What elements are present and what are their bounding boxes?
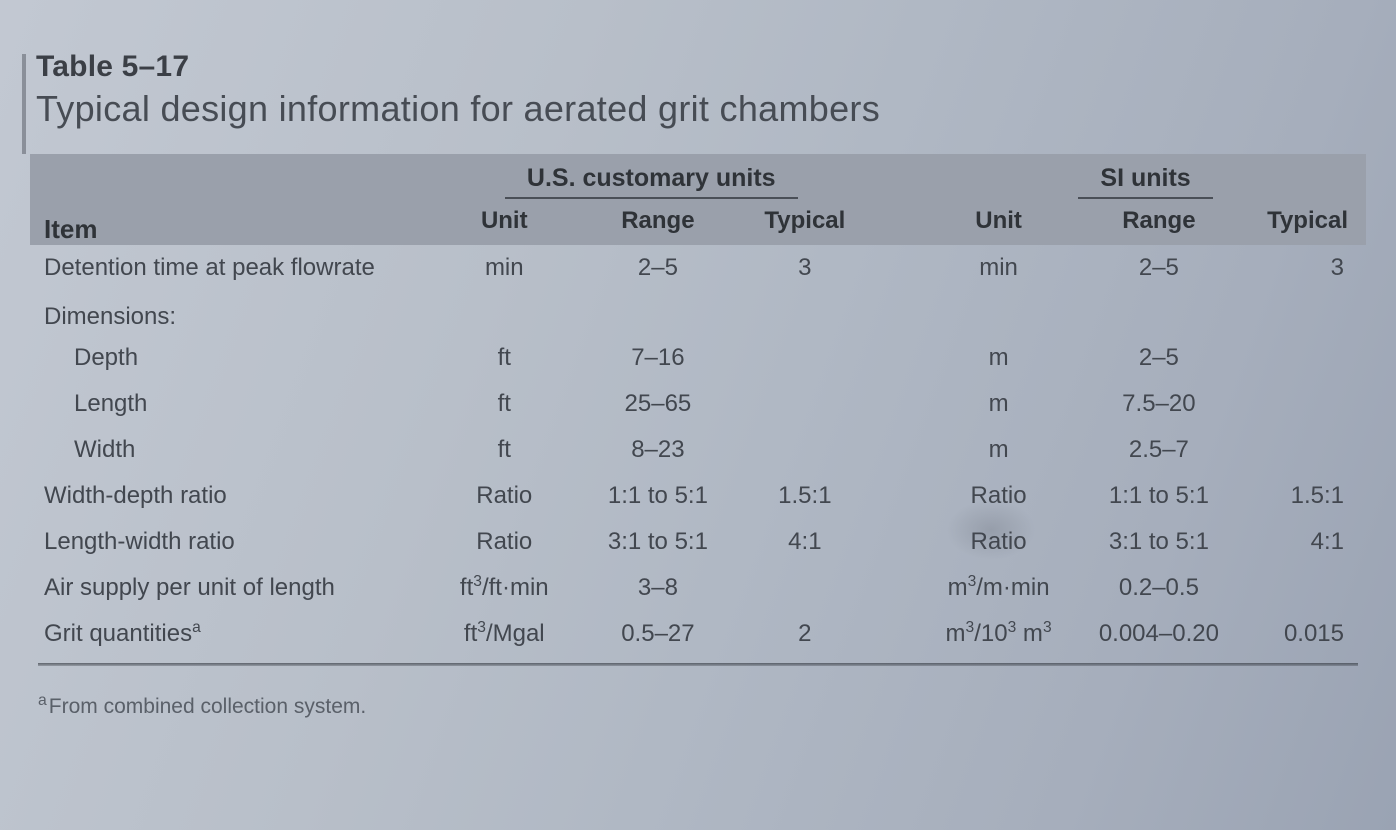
table-cell: 0.2–0.5 <box>1072 565 1246 611</box>
table-cell: ft <box>431 427 578 473</box>
table-caption: Typical design information for aerated g… <box>36 88 1366 130</box>
table-footnote: aFrom combined collection system. <box>30 692 1366 719</box>
rule-cell <box>30 657 1366 666</box>
table-cell: 1.5:1 <box>1246 473 1366 519</box>
table-cell: 8–23 <box>578 427 738 473</box>
table-cell: 7.5–20 <box>1072 381 1246 427</box>
table-cell: Length-width ratio <box>30 519 431 565</box>
col-header-si-typical: Typical <box>1246 199 1366 245</box>
table-row: Lengthft25–65 m7.5–20 <box>30 381 1366 427</box>
table-cell: 2–5 <box>1072 335 1246 381</box>
table-cell: 3–8 <box>578 565 738 611</box>
footnote-text: From combined collection system. <box>49 695 366 718</box>
group-header-us-label: U.S. customary units <box>505 164 798 199</box>
table-cell: Length <box>30 381 431 427</box>
table-cell: Ratio <box>925 519 1072 565</box>
table-cell: 7–16 <box>578 335 738 381</box>
table-cell <box>872 245 925 291</box>
table-cell: m <box>925 427 1072 473</box>
table-cell <box>1246 335 1366 381</box>
page-container: Table 5–17 Typical design information fo… <box>0 0 1396 739</box>
table-cell <box>738 381 872 427</box>
left-ornament-rule <box>22 54 26 154</box>
table-cell <box>872 473 925 519</box>
table-cell: Ratio <box>925 473 1072 519</box>
table-cell: 0.004–0.20 <box>1072 611 1246 657</box>
table-row: Length-width ratioRatio3:1 to 5:14:1Rati… <box>30 519 1366 565</box>
table-row: Air supply per unit of lengthft3/ft·min3… <box>30 565 1366 611</box>
table-cell: Depth <box>30 335 431 381</box>
table-cell: Air supply per unit of length <box>30 565 431 611</box>
table-row: Grit quantitiesaft3/Mgal0.5–272 m3/103 m3… <box>30 611 1366 657</box>
group-header-si: SI units <box>925 154 1366 199</box>
table-bottom-rule <box>30 657 1366 666</box>
table-cell: 3:1 to 5:1 <box>578 519 738 565</box>
table-cell: 0.5–27 <box>578 611 738 657</box>
table-cell <box>1246 427 1366 473</box>
table-cell: Width-depth ratio <box>30 473 431 519</box>
group-header-us: U.S. customary units <box>431 154 872 199</box>
table-cell: Width <box>30 427 431 473</box>
table-cell: 1:1 to 5:1 <box>578 473 738 519</box>
col-header-item: Item <box>30 154 431 245</box>
table-cell: min <box>925 245 1072 291</box>
table-cell: 3 <box>738 245 872 291</box>
table-cell <box>872 381 925 427</box>
table-cell <box>738 335 872 381</box>
header-gap <box>872 154 925 245</box>
col-header-si-range: Range <box>1072 199 1246 245</box>
table-cell <box>1246 565 1366 611</box>
col-header-us-unit: Unit <box>431 199 578 245</box>
table-cell: 0.015 <box>1246 611 1366 657</box>
table-cell: ft <box>431 381 578 427</box>
table-cell: min <box>431 245 578 291</box>
table-cell: 2 <box>738 611 872 657</box>
table-cell: Ratio <box>431 519 578 565</box>
section-label-dimensions: Dimensions: <box>30 291 1366 335</box>
table-cell: Ratio <box>431 473 578 519</box>
table-cell: 25–65 <box>578 381 738 427</box>
footnote-mark: a <box>38 692 47 709</box>
table-cell: 3 <box>1246 245 1366 291</box>
col-header-us-typical: Typical <box>738 199 872 245</box>
table-cell: m3/m·min <box>925 565 1072 611</box>
table-cell <box>872 519 925 565</box>
table-cell: 4:1 <box>738 519 872 565</box>
group-header-si-label: SI units <box>1078 164 1212 199</box>
table-cell: Detention time at peak flowrate <box>30 245 431 291</box>
table-cell: ft3/Mgal <box>431 611 578 657</box>
table-body: Detention time at peak flowratemin2–53mi… <box>30 245 1366 666</box>
table-cell: 1.5:1 <box>738 473 872 519</box>
table-cell: m <box>925 381 1072 427</box>
table-cell: 1:1 to 5:1 <box>1072 473 1246 519</box>
table-cell <box>872 565 925 611</box>
table-cell <box>738 565 872 611</box>
table-cell: Grit quantitiesa <box>30 611 431 657</box>
table-cell <box>872 427 925 473</box>
table-header: Item U.S. customary units SI units Unit … <box>30 154 1366 245</box>
table-cell: m3/103 m3 <box>925 611 1072 657</box>
table-cell <box>738 427 872 473</box>
table-cell <box>872 335 925 381</box>
table-wrapper: Item U.S. customary units SI units Unit … <box>30 154 1366 666</box>
table-cell: 3:1 to 5:1 <box>1072 519 1246 565</box>
table-cell: 2–5 <box>1072 245 1246 291</box>
col-header-us-range: Range <box>578 199 738 245</box>
table-section-row: Dimensions: <box>30 291 1366 335</box>
design-table: Item U.S. customary units SI units Unit … <box>30 154 1366 666</box>
table-row: Width-depth ratioRatio1:1 to 5:11.5:1Rat… <box>30 473 1366 519</box>
table-cell: m <box>925 335 1072 381</box>
table-cell <box>872 611 925 657</box>
table-cell: ft <box>431 335 578 381</box>
table-cell: 2.5–7 <box>1072 427 1246 473</box>
table-cell <box>1246 381 1366 427</box>
table-row: Detention time at peak flowratemin2–53mi… <box>30 245 1366 291</box>
table-cell: 4:1 <box>1246 519 1366 565</box>
table-row: Widthft8–23 m2.5–7 <box>30 427 1366 473</box>
table-cell: 2–5 <box>578 245 738 291</box>
table-row: Depthft7–16 m2–5 <box>30 335 1366 381</box>
col-header-si-unit: Unit <box>925 199 1072 245</box>
table-cell: ft3/ft·min <box>431 565 578 611</box>
table-number: Table 5–17 <box>36 50 1366 84</box>
